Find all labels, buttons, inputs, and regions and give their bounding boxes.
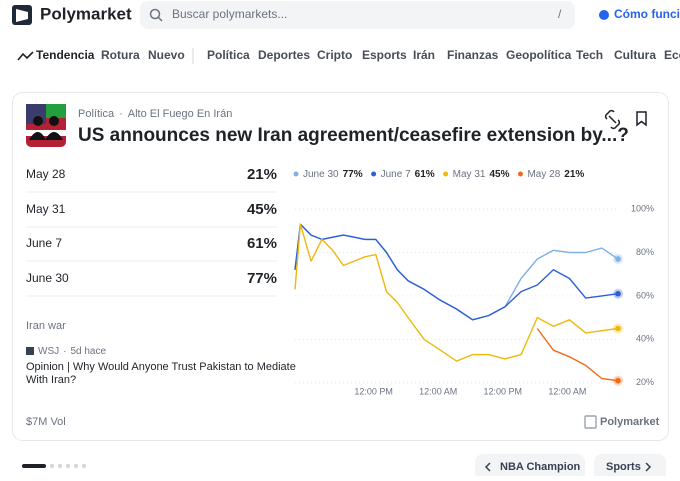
legend: June 30 77% June 7 61% May 31 45% May 28 21% [293,169,584,180]
outcome-label[interactable]: June 30 [26,271,69,285]
series-line [536,328,619,382]
nav: Tendencia Rotura Nuevo Política Deportes Crip… [36,48,680,62]
trend-icon [17,51,34,61]
nav-item[interactable]: Tech [576,48,603,62]
breadcrumb-part: Política [78,108,115,120]
chevron-right [645,462,652,472]
breadcrumb: Política · Alto El Fuego En Irán [78,108,232,120]
info-icon [599,10,609,20]
legend-name: May 28 [527,169,560,180]
end-dot [615,377,621,384]
nav-item[interactable]: Tendencia [36,48,95,62]
legend-swatch [517,171,523,177]
legend-value: 77% [343,169,363,180]
source-icon [26,347,34,355]
how-it-works[interactable]: Cómo funciona [614,7,680,21]
chart: 100% 80% 60% 40% 20% 12:00 PM 12:00 AM 12:00 PM… [293,169,654,396]
legend-swatch [371,171,377,177]
nav-item[interactable]: Deportes [258,48,310,62]
button[interactable] [475,454,585,481]
y-tick-label: 40% [636,334,654,344]
legend-entry: May 31 45% [453,169,510,180]
search-icon [149,8,161,20]
sports-button[interactable]: Sports [606,461,641,473]
nav-item[interactable]: Cripto [317,48,352,62]
nav-item[interactable]: Finanzas [447,48,499,62]
news-source: WSJ · 5d hace [38,346,106,357]
outcome-label[interactable]: May 28 [26,167,66,181]
x-tick-label: 12:00 PM [484,386,523,396]
outcomes: May 28 21% May 31 45% June 7 61% June 30 77% [26,166,277,297]
news-topic: Iran war [26,320,66,332]
outcome-value[interactable]: 61% [247,235,277,252]
search-box[interactable] [140,1,575,29]
y-tick-label: 100% [631,203,654,213]
breadcrumb-part: · [119,108,123,120]
news-headline[interactable]: Opinion | Why Would Anyone Trust Pakista… [26,361,296,373]
series-line [294,223,619,362]
legend-name: June 30 [303,169,339,180]
pager-dots[interactable] [50,464,86,468]
button[interactable] [594,454,666,481]
legend-entry: June 7 61% [381,169,435,180]
y-tick-label: 80% [636,247,654,257]
legend-name: June 7 [381,169,411,180]
legend-entry: May 28 21% [527,169,584,180]
legend-value: 61% [415,169,435,180]
volume: $7M Vol [26,416,66,428]
prev-button[interactable]: NBA Champion [500,461,581,473]
legend-value: 21% [564,169,584,180]
logo-mark [16,9,28,22]
nav-item[interactable]: Nuevo [148,48,185,62]
end-dot [615,325,621,332]
brand[interactable]: Polymarket [40,4,132,23]
market-image [26,104,66,147]
legend-entry: June 30 77% [303,169,363,180]
source-part: WSJ [38,346,59,357]
watermark: Polymarket [600,416,660,428]
legend-value: 45% [489,169,509,180]
x-tick-label: 12:00 PM [354,386,393,396]
search-shortcut: / [558,7,562,21]
search-icon [157,16,163,22]
nav-item[interactable]: Economía [664,48,680,62]
source-part: · [63,346,66,357]
outcome-value[interactable]: 45% [247,201,277,218]
outcome-label[interactable]: May 31 [26,202,66,216]
y-tick-label: 20% [636,377,654,387]
x-tick-label: 12:00 AM [419,386,457,396]
legend-swatch [443,171,449,177]
nav-item[interactable]: Rotura [101,48,140,62]
outcome-value[interactable]: 77% [247,270,277,287]
market-title: US announces new Iran agreement/ceasefir… [78,125,629,146]
outcome-label[interactable]: June 7 [26,236,62,250]
legend-swatch [293,171,299,177]
source-part: 5d hace [70,346,106,357]
chevron-left [484,462,491,472]
nav-item[interactable]: Esports [362,48,407,62]
nav-item[interactable]: Irán [413,48,435,62]
watermark-icon [584,415,597,429]
end-dot [615,290,621,297]
nav-item[interactable]: Política [207,48,250,62]
legend-name: May 31 [453,169,486,180]
nav-item[interactable]: Cultura [614,48,656,62]
nav-item[interactable]: Geopolítica [506,48,572,62]
bookmark-icon[interactable] [636,111,647,127]
pager-active[interactable] [22,464,46,468]
x-tick-label: 12:00 AM [548,386,586,396]
search-placeholder: Buscar polymarkets... [172,7,287,21]
outcome-value[interactable]: 21% [247,166,277,183]
link-icon[interactable] [604,109,621,130]
y-tick-label: 60% [636,290,654,300]
card [12,92,669,441]
news-headline[interactable]: With Iran? [26,374,76,386]
end-dot [615,256,621,262]
series-line [294,223,619,321]
breadcrumb-part: Alto El Fuego En Irán [128,108,233,120]
